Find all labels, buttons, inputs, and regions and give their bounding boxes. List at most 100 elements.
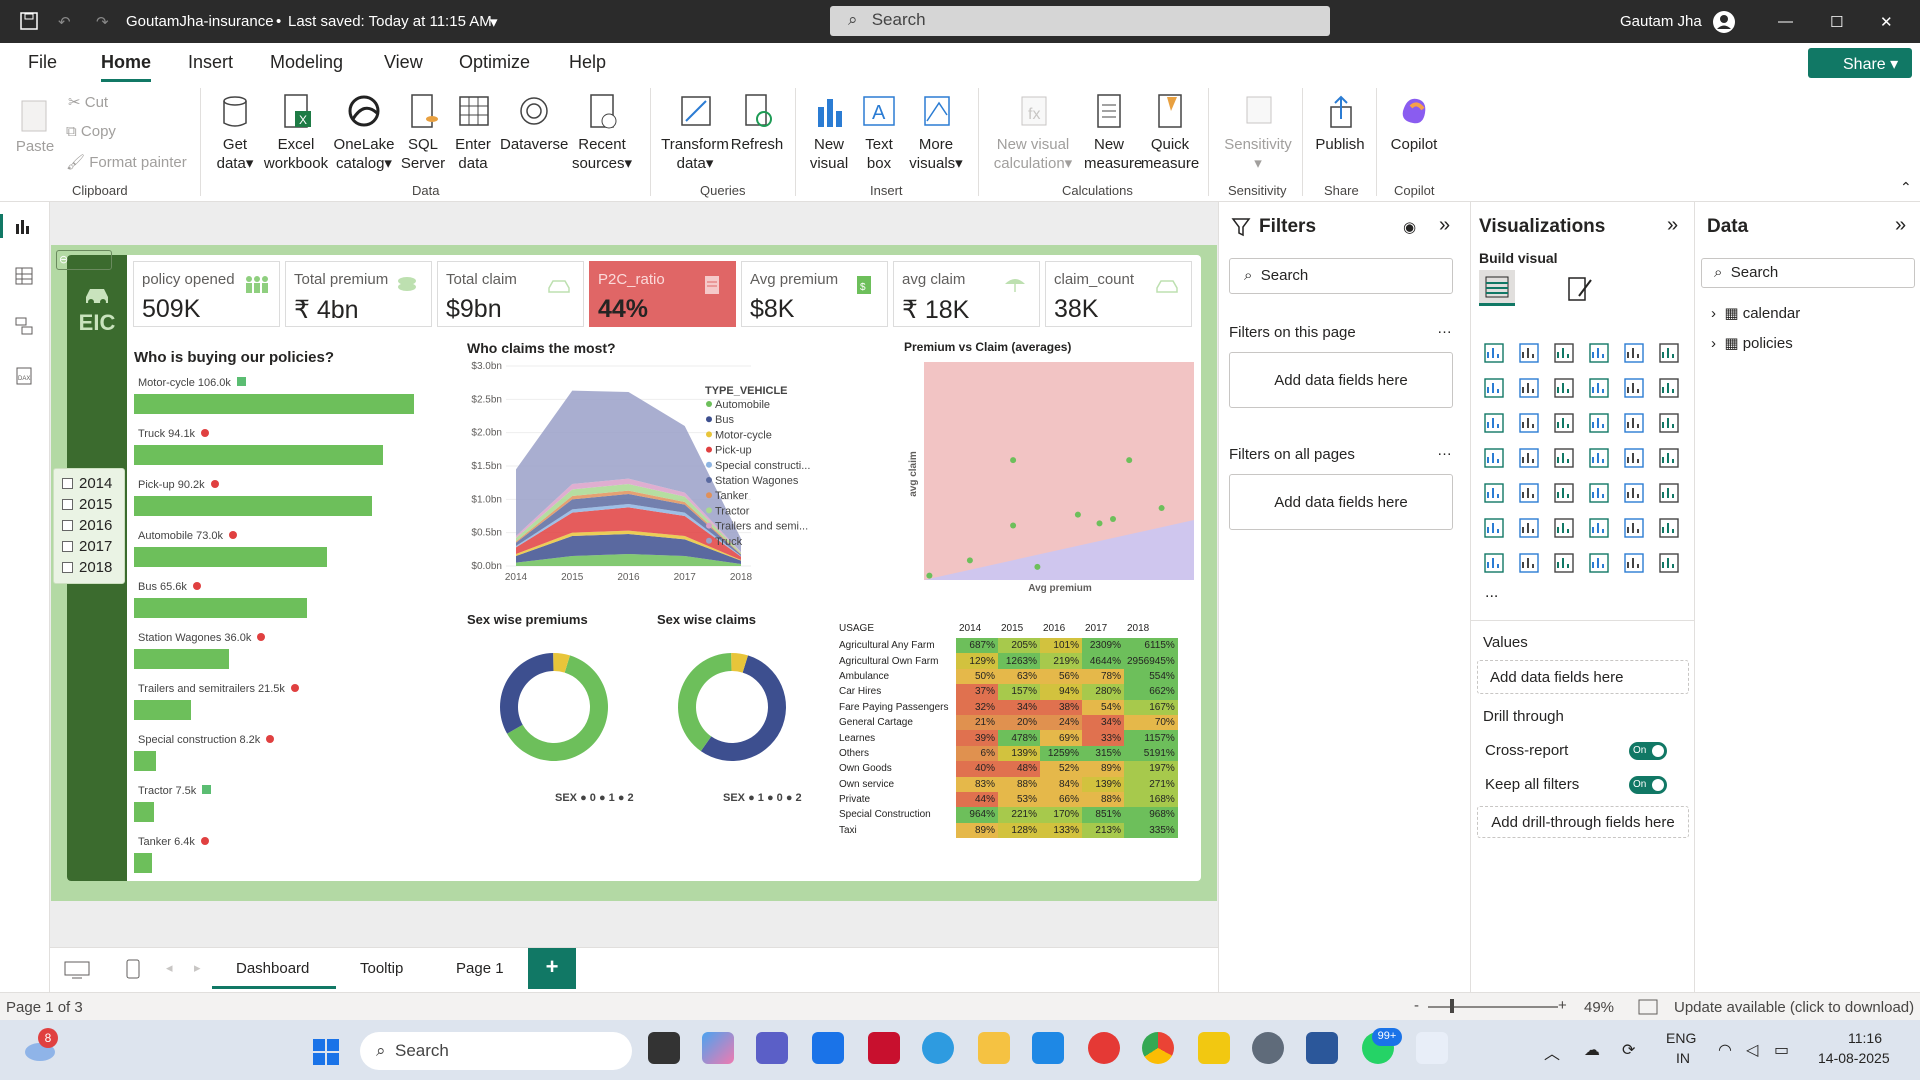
menu-help[interactable]: Help [569, 52, 607, 72]
qa-icon[interactable] [1588, 517, 1610, 539]
filters-search-input[interactable]: ⌕ Search [1229, 258, 1453, 294]
language-label[interactable]: ENG [1666, 1030, 1697, 1046]
heat-column-header[interactable]: 2016 [1043, 622, 1066, 634]
kpi-icon[interactable] [1518, 482, 1540, 504]
network-icon[interactable]: ☁ [1584, 1042, 1600, 1059]
paste-button[interactable]: Paste [14, 95, 56, 156]
year-option[interactable]: 2014 [62, 475, 112, 492]
redo-icon[interactable]: ↷ [96, 14, 109, 31]
clustered-column-icon[interactable] [1588, 342, 1610, 364]
clustered-bar-icon[interactable] [1553, 342, 1575, 364]
treemap-icon[interactable] [1483, 447, 1505, 469]
new-measure-button[interactable]: New measure [1084, 93, 1142, 173]
copilot-button[interactable]: Copilot [1384, 93, 1444, 154]
mobile-view-icon[interactable] [126, 959, 140, 979]
kpi-card[interactable]: P2C_ratio 44% [589, 261, 736, 327]
zoom-in-icon[interactable]: + [1558, 997, 1567, 1014]
volume-icon[interactable]: ◁ [1746, 1042, 1759, 1059]
recent-sources-button[interactable]: Recent sources▾ [570, 93, 634, 173]
tab-page1[interactable]: Page 1 [456, 960, 504, 977]
waterfall-icon[interactable] [1518, 412, 1540, 434]
azure-map-icon[interactable] [1588, 447, 1610, 469]
menu-home[interactable]: Home [101, 52, 152, 82]
table-row[interactable]: Ambulance 50% 63% 56% 78% 554% [836, 668, 1178, 685]
task-view-icon[interactable] [648, 1032, 680, 1064]
format-visual-icon[interactable] [1565, 274, 1595, 302]
bar[interactable] [134, 802, 154, 822]
more-options-icon[interactable]: … [1437, 320, 1452, 337]
bar[interactable] [134, 853, 152, 873]
trophy-icon[interactable] [1658, 517, 1680, 539]
paginated-icon[interactable] [1483, 552, 1505, 574]
matrix-icon[interactable] [1623, 482, 1645, 504]
100-bar-icon[interactable] [1623, 342, 1645, 364]
table-row[interactable]: Own Goods 40% 48% 52% 89% 197% [836, 761, 1178, 777]
r-visual-icon[interactable] [1658, 482, 1680, 504]
claims-area-chart[interactable]: Who claims the most? $0.0bn $0.5bn $1.0bn $… [461, 334, 889, 598]
power-automate-icon[interactable] [1553, 552, 1575, 574]
prev-page-icon[interactable]: ◂ [166, 960, 173, 975]
dax-query-icon[interactable]: DAX [14, 366, 34, 386]
area-icon[interactable] [1518, 377, 1540, 399]
add-page-filter-field[interactable]: Add data fields here [1229, 352, 1453, 408]
table-row[interactable]: Car Hires 37% 157% 94% 280% 662% [836, 684, 1178, 700]
bar[interactable] [134, 394, 414, 414]
word-icon[interactable] [1306, 1032, 1338, 1064]
metrics-icon[interactable] [1588, 552, 1610, 574]
power-apps-icon[interactable] [1518, 552, 1540, 574]
desktop-view-icon[interactable] [64, 961, 90, 979]
cut-button[interactable]: ✂ Cut [68, 94, 109, 111]
table-row[interactable]: Special Construction 964% 221% 170% 851% 968% [836, 807, 1178, 823]
dataverse-button[interactable]: Dataverse [500, 93, 568, 154]
collapse-data-icon[interactable]: » [1895, 214, 1907, 236]
teams-icon[interactable] [756, 1032, 788, 1064]
add-values-field[interactable]: Add data fields here [1477, 660, 1689, 694]
tab-tooltip[interactable]: Tooltip [360, 960, 404, 977]
filled-map-icon[interactable] [1553, 447, 1575, 469]
more-visuals-ellipsis[interactable]: ... [1485, 584, 1499, 601]
collapse-viz-icon[interactable]: » [1667, 214, 1679, 236]
menu-modeling[interactable]: Modeling [270, 52, 344, 72]
donut-icon[interactable] [1658, 412, 1680, 434]
get-data-button[interactable]: Get data▾ [212, 93, 258, 173]
bar[interactable] [134, 547, 327, 567]
python-visual-icon[interactable] [1483, 517, 1505, 539]
sex-claims-donut[interactable] [667, 642, 797, 772]
table-row[interactable]: Taxi 89% 128% 133% 213% 335% [836, 822, 1178, 839]
wifi-icon[interactable]: ◠ [1718, 1042, 1732, 1059]
smart-narrative-icon[interactable] [1623, 517, 1645, 539]
data-table-item[interactable]: › ▦ calendar [1711, 304, 1800, 322]
bar[interactable] [134, 751, 156, 771]
funnel-icon[interactable] [1553, 412, 1575, 434]
update-link[interactable]: Update available (click to download) [1674, 999, 1915, 1016]
build-visual-tab[interactable] [1479, 270, 1515, 306]
table-row[interactable]: Agricultural Own Farm 129% 1263% 219% 4644% 2… [836, 653, 1178, 669]
stacked-bar-icon[interactable] [1483, 342, 1505, 364]
format-painter-button[interactable]: 🖌 Format painter [66, 154, 187, 171]
100-area-icon[interactable] [1588, 377, 1610, 399]
table-row[interactable]: Learnes 39% 478% 69% 33% 1157% [836, 730, 1178, 746]
snipping-icon[interactable] [1416, 1032, 1448, 1064]
zoom-out-icon[interactable]: - [1414, 997, 1419, 1014]
line-column-icon[interactable] [1623, 377, 1645, 399]
mcafee-icon[interactable] [868, 1032, 900, 1064]
gauge-icon[interactable] [1623, 447, 1645, 469]
copilot-app-icon[interactable] [702, 1032, 734, 1064]
stacked-area-icon[interactable] [1553, 377, 1575, 399]
opera-icon[interactable] [1088, 1032, 1120, 1064]
kpi-card[interactable]: claim_count 38K [1045, 261, 1192, 327]
table-view-icon[interactable] [14, 266, 34, 286]
collapse-filters-icon[interactable]: » [1439, 214, 1451, 236]
share-button[interactable]: Share ▾ [1808, 48, 1912, 78]
close-icon[interactable]: ✕ [1880, 14, 1893, 31]
decomposition-tree-icon[interactable] [1553, 517, 1575, 539]
transform-data-button[interactable]: Transform data▾ [660, 93, 730, 173]
excel-workbook-button[interactable]: X Excel workbook [262, 93, 330, 173]
sex-premiums-donut[interactable] [489, 642, 619, 772]
publish-button[interactable]: Publish [1312, 93, 1368, 154]
heat-column-header[interactable]: USAGE [839, 622, 875, 634]
settings-icon[interactable] [1252, 1032, 1284, 1064]
add-page-button[interactable]: + [528, 948, 576, 989]
line-icon[interactable] [1483, 377, 1505, 399]
kpi-card[interactable]: Total claim $9bn [437, 261, 584, 327]
